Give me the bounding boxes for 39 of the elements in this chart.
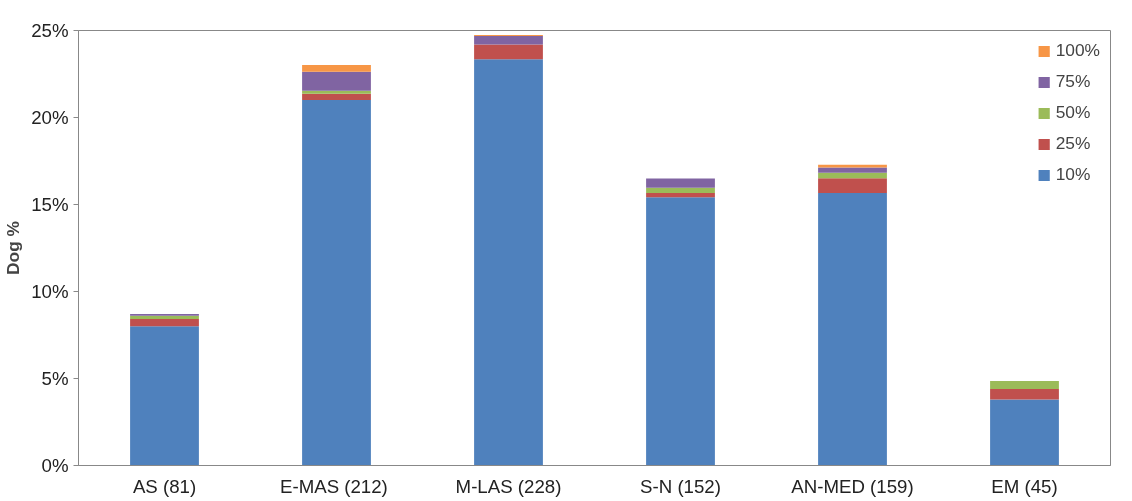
legend-label: 100% xyxy=(1055,40,1100,61)
legend-label: 75% xyxy=(1055,71,1091,92)
bar xyxy=(990,399,1059,466)
y-axis-title: Dog % xyxy=(3,221,24,275)
x-tick-label: AN-MED (159) xyxy=(791,475,914,497)
bar xyxy=(990,380,1059,389)
x-tick-label: EM (45) xyxy=(991,475,1058,497)
legend-label: 50% xyxy=(1055,102,1091,123)
bar xyxy=(646,187,715,194)
x-tick-label: E-MAS (212) xyxy=(280,475,388,497)
x-tick-label: AS (81) xyxy=(132,475,197,497)
bar xyxy=(474,44,543,60)
bar xyxy=(302,100,371,466)
y-tick-label: 5% xyxy=(41,368,69,389)
bar xyxy=(302,93,371,101)
bar xyxy=(818,172,887,179)
y-tick-label: 10% xyxy=(31,281,69,302)
y-tick-label: 25% xyxy=(31,20,69,41)
bar xyxy=(302,90,371,94)
bar xyxy=(130,326,199,466)
x-tick-label: M-LAS (228) xyxy=(455,475,562,497)
bar xyxy=(818,167,887,173)
bar xyxy=(818,178,887,194)
bar xyxy=(302,64,371,72)
bar xyxy=(646,197,715,466)
bar xyxy=(130,318,199,327)
bar xyxy=(474,59,543,466)
y-tick-label: 20% xyxy=(31,107,69,128)
bar xyxy=(302,71,371,91)
y-tick-label: 15% xyxy=(31,194,69,215)
bar xyxy=(990,388,1059,400)
bar xyxy=(646,178,715,188)
legend-label: 25% xyxy=(1055,133,1091,154)
bar xyxy=(474,36,543,45)
x-tick-label: S-N (152) xyxy=(640,475,721,497)
y-tick-label: 0% xyxy=(41,455,69,476)
bar xyxy=(818,193,887,466)
bar xyxy=(646,193,715,198)
legend-label: 10% xyxy=(1055,164,1091,185)
